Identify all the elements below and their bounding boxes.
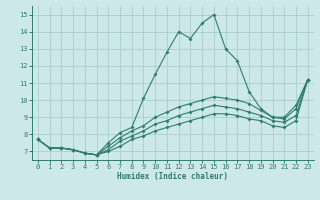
X-axis label: Humidex (Indice chaleur): Humidex (Indice chaleur) <box>117 172 228 181</box>
